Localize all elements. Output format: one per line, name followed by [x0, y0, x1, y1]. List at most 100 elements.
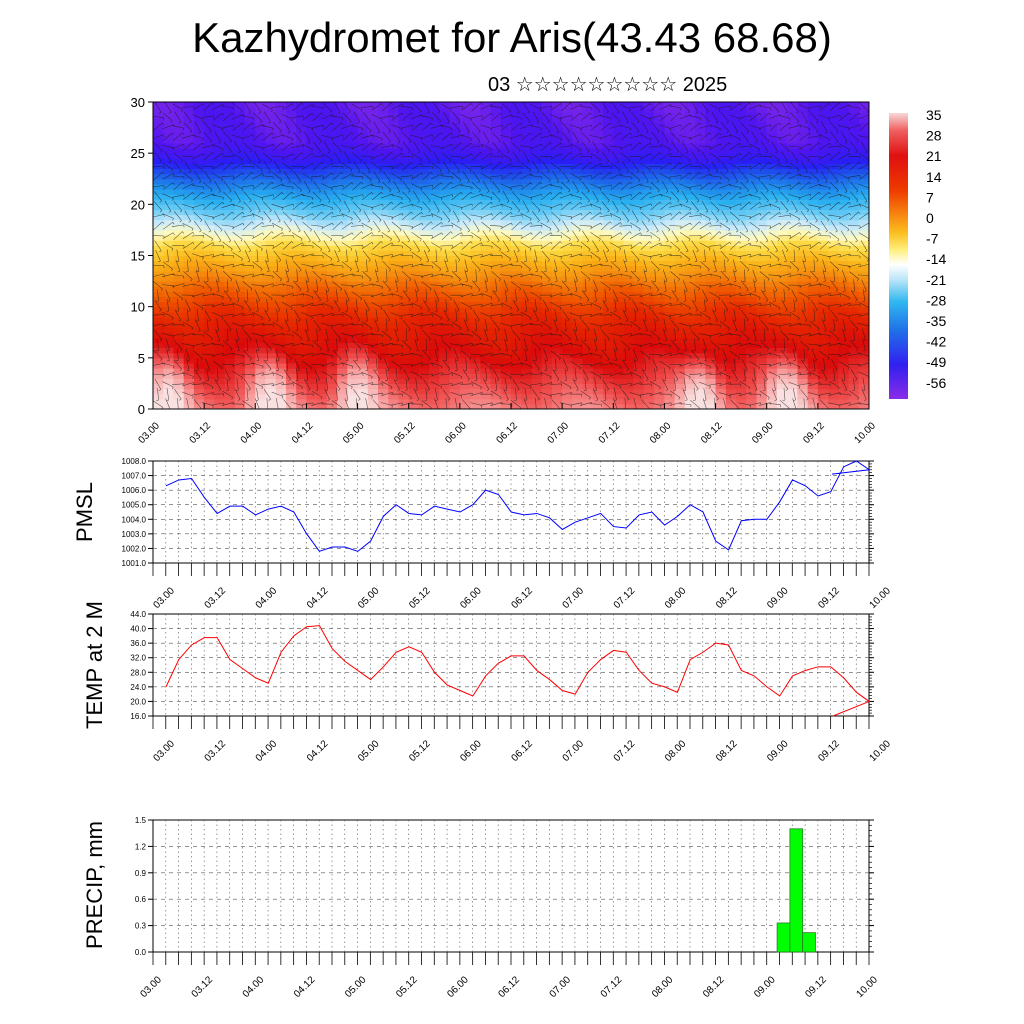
heatmap-cell	[439, 245, 451, 251]
heatmap-cell	[511, 306, 522, 313]
heatmap-cell	[378, 204, 389, 211]
heatmap-cell	[643, 158, 655, 164]
heatmap-cell	[306, 142, 318, 149]
heatmap-cell	[756, 204, 768, 211]
heatmap-cell	[285, 357, 297, 364]
heatmap-cell	[695, 316, 706, 323]
heatmap-cell	[173, 270, 185, 277]
heatmap-cell	[316, 199, 328, 205]
heatmap-cell	[828, 357, 839, 364]
heatmap-cell	[275, 214, 287, 221]
heatmap-cell	[807, 240, 819, 246]
heatmap-cell	[684, 337, 696, 344]
heatmap-cell	[797, 142, 809, 149]
heatmap-cell	[490, 342, 502, 349]
heatmap-cell	[766, 153, 778, 159]
heatmap-cell	[275, 403, 287, 409]
heatmap-cell	[439, 398, 451, 405]
heatmap-cell	[347, 245, 359, 251]
heatmap-cell	[766, 342, 778, 349]
heatmap-cell	[490, 168, 502, 175]
heatmap-cell	[756, 102, 768, 108]
heatmap-cell	[326, 332, 338, 338]
heatmap-cell	[214, 142, 226, 149]
heatmap-cell	[163, 362, 175, 369]
heatmap-cell	[367, 378, 379, 385]
heatmap-cell	[326, 199, 338, 205]
heatmap-cell	[234, 301, 246, 308]
heatmap-cell	[695, 122, 706, 129]
heatmap-cell	[224, 158, 236, 164]
heatmap-cell	[347, 240, 359, 246]
heatmap-cell	[654, 137, 666, 144]
heatmap-cell	[776, 229, 788, 236]
heatmap-cell	[521, 362, 533, 369]
heatmap-cell	[490, 306, 502, 313]
heatmap-cell	[756, 368, 768, 374]
heatmap-cell	[429, 311, 440, 318]
heatmap-cell	[193, 142, 205, 149]
heatmap-cell	[418, 403, 430, 409]
heatmap-cell	[736, 214, 747, 221]
heatmap-cell	[316, 393, 328, 400]
heatmap-cell	[511, 112, 522, 118]
heatmap-cell	[490, 137, 502, 144]
heatmap-cell	[316, 296, 328, 303]
heatmap-cell	[183, 229, 195, 236]
heatmap-cell	[572, 229, 584, 236]
heatmap-cell	[234, 173, 246, 180]
heatmap-cell	[582, 332, 594, 338]
heatmap-cell	[858, 122, 869, 129]
heatmap-cell	[736, 337, 747, 344]
heatmap-cell	[490, 255, 502, 262]
heatmap-cell	[326, 107, 338, 113]
heatmap-cell	[193, 296, 205, 303]
heatmap-cell	[470, 204, 481, 211]
heatmap-cell	[245, 393, 256, 400]
heatmap-cell	[674, 332, 686, 338]
heatmap-cell	[623, 245, 635, 251]
heatmap-cell	[224, 362, 236, 369]
heatmap-cell	[204, 204, 215, 211]
colorbar-label: 0	[926, 210, 934, 226]
heatmap-cell	[306, 286, 318, 292]
heatmap-cell	[500, 148, 512, 154]
heatmap-cell	[572, 281, 584, 287]
heatmap-cell	[684, 137, 696, 144]
heatmap-cell	[490, 214, 502, 221]
heatmap-cell	[603, 250, 614, 257]
heatmap-cell	[418, 291, 430, 298]
heatmap-cell	[408, 209, 420, 216]
heatmap-cell	[173, 229, 185, 236]
heatmap-cell	[776, 347, 788, 354]
heatmap-cell	[643, 362, 655, 369]
heatmap-cell	[500, 178, 512, 185]
heatmap-cell	[357, 102, 369, 108]
heatmap-cell	[449, 291, 461, 298]
heatmap-cell	[746, 158, 758, 164]
heatmap-cell	[388, 316, 400, 323]
heatmap-cell	[449, 245, 461, 251]
heatmap-cell	[592, 178, 604, 185]
heatmap-cell	[797, 296, 809, 303]
heatmap-cell	[173, 306, 185, 313]
heatmap-cell	[562, 209, 573, 216]
heatmap-cell	[214, 148, 226, 154]
heatmap-cell	[848, 204, 860, 211]
heatmap-cell	[418, 132, 430, 139]
heatmap-cell	[592, 403, 604, 409]
heatmap-cell	[173, 245, 185, 251]
heatmap-cell	[193, 137, 205, 144]
heatmap-cell	[449, 265, 461, 272]
heatmap-cell	[562, 229, 573, 236]
heatmap-cell	[674, 357, 686, 364]
heatmap-cell	[551, 383, 563, 390]
heatmap-cell	[746, 306, 758, 313]
colorbar	[889, 113, 908, 399]
heatmap-x-tick-label: 08.00	[648, 420, 674, 446]
heatmap-cell	[725, 275, 737, 282]
heatmap-cell	[183, 373, 195, 379]
heatmap-cell	[347, 142, 359, 149]
precip-bar	[789, 828, 804, 953]
heatmap-cell	[255, 352, 267, 359]
